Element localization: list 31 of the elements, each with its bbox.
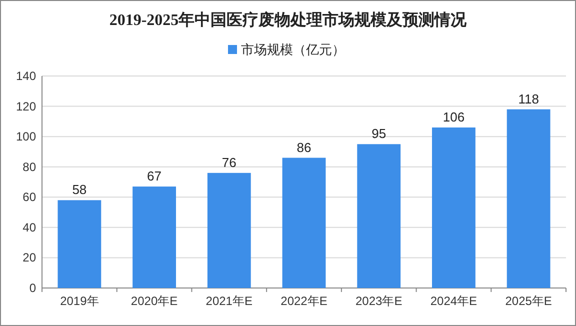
bar: [357, 144, 401, 288]
x-tick-label: 2023年E: [356, 294, 402, 308]
y-tick-label: 120: [16, 99, 36, 114]
data-label: 58: [72, 182, 87, 198]
bar: [132, 186, 176, 288]
x-tick-label: 2019年: [60, 294, 99, 308]
chart-title: 2019-2025年中国医疗废物处理市场规模及预测情况: [109, 11, 468, 29]
x-tick-label: 2025年E: [505, 294, 552, 308]
data-label: 86: [296, 140, 312, 155]
y-tick-label: 140: [16, 69, 36, 83]
x-tick-label: 2022年E: [280, 294, 328, 308]
bar: [506, 109, 550, 288]
data-label: 118: [518, 91, 539, 106]
y-tick-label: 0: [29, 281, 36, 295]
bar: [207, 172, 251, 288]
y-tick-label: 100: [16, 130, 36, 144]
x-tick-label: 2020年E: [130, 294, 178, 308]
y-tick-label: 40: [22, 220, 36, 234]
x-tick-label: 2021年E: [206, 294, 252, 308]
data-label: 106: [442, 109, 465, 124]
data-label: 67: [147, 168, 162, 184]
data-label: 95: [372, 126, 386, 142]
y-tick-label: 20: [22, 250, 36, 265]
bar: [282, 158, 326, 288]
data-label: 76: [222, 154, 236, 170]
y-tick-label: 60: [22, 190, 36, 204]
bar: [432, 127, 476, 288]
bar: [58, 200, 102, 288]
x-tick-label: 2024年E: [430, 294, 478, 308]
y-tick-label: 80: [22, 160, 36, 174]
legend-label: 市场规模（亿元）: [241, 42, 345, 57]
